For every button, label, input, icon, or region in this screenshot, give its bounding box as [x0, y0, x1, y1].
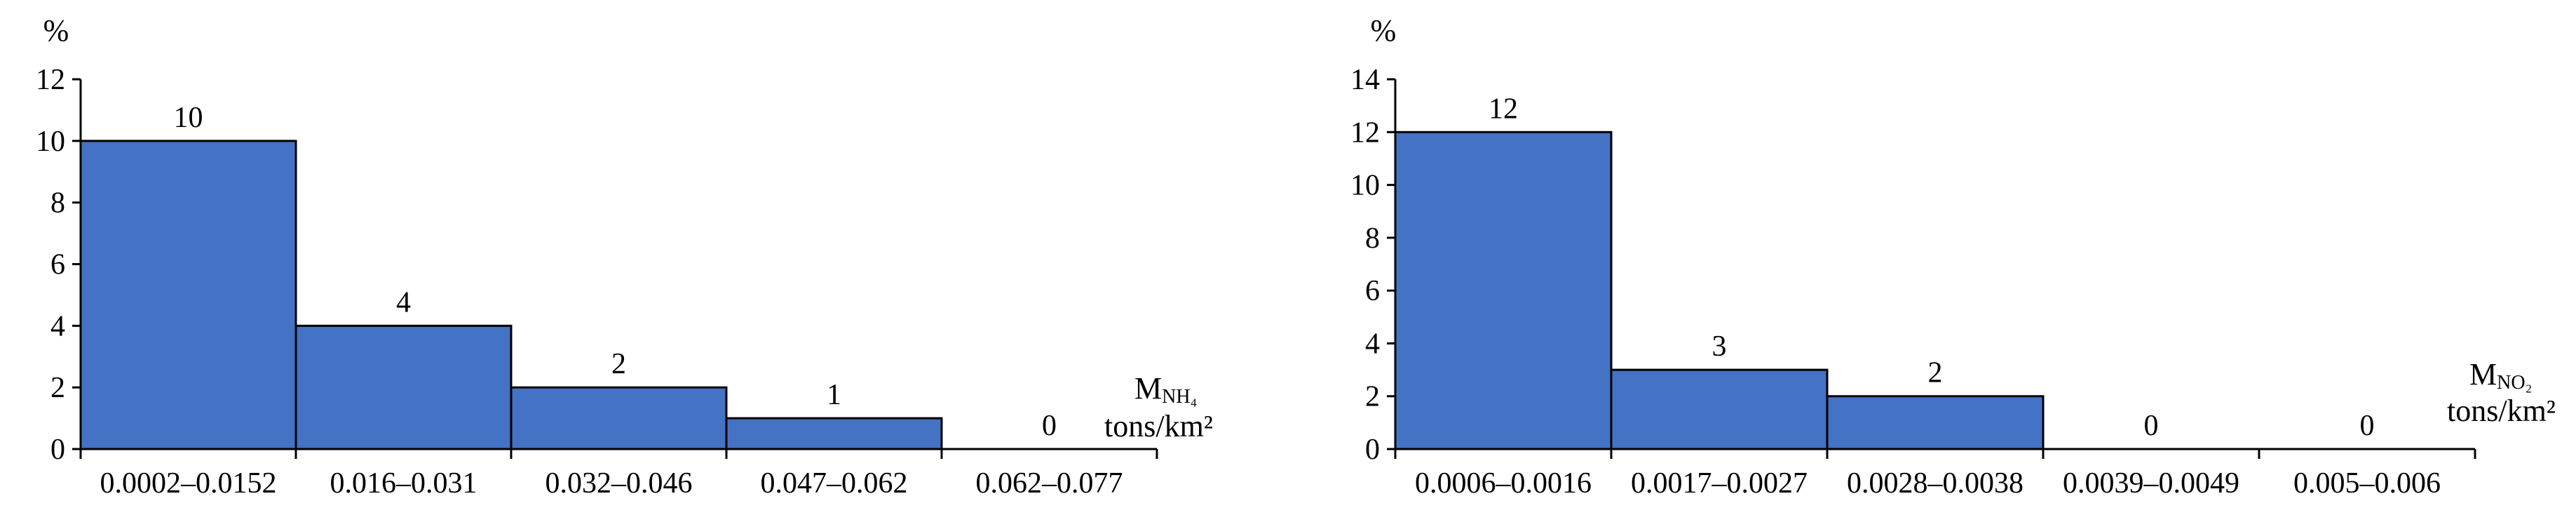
- data-label: 12: [1489, 93, 1518, 125]
- x-axis-label: MNO₂: [2469, 357, 2532, 394]
- x-axis-label-sub: NH₄: [1162, 386, 1197, 408]
- y-tick-label: 4: [50, 310, 65, 342]
- x-category-label: 0.0028–0.0038: [1847, 467, 2023, 500]
- axes: [1394, 79, 2476, 459]
- y-tick-label: 4: [1365, 328, 1380, 360]
- bar: [1826, 395, 2045, 450]
- y-tick-label: 8: [50, 187, 65, 220]
- x-axis-label-sub: NO₂: [2497, 372, 2532, 394]
- x-category-label: 0.016–0.031: [330, 467, 477, 500]
- y-tick-label: 8: [1365, 222, 1380, 255]
- bar: [294, 324, 513, 450]
- y-tick-label: 12: [36, 64, 65, 96]
- x-category-label: 0.032–0.046: [545, 467, 693, 500]
- data-label: 3: [1712, 330, 1727, 363]
- y-tick-label: 12: [1350, 116, 1380, 149]
- x-category-label: 0.062–0.077: [976, 467, 1123, 500]
- bar: [1610, 368, 1829, 450]
- data-label: 0: [2360, 410, 2375, 442]
- bars: [1394, 131, 2045, 450]
- y-tick-label: 14: [1350, 64, 1380, 96]
- data-label: 0: [2144, 410, 2159, 442]
- data-labels: 12 3 2 0 0: [1489, 93, 2375, 442]
- bar: [725, 417, 943, 450]
- x-category-label: 0.0017–0.0027: [1631, 467, 1808, 500]
- bar: [510, 386, 728, 450]
- bars: [79, 140, 943, 450]
- y-tick-label: 10: [1350, 170, 1380, 202]
- data-label: 1: [827, 379, 841, 411]
- x-axis-unit: tons/km²: [1104, 409, 1213, 443]
- data-label: 10: [174, 102, 203, 134]
- y-tick-label: 6: [50, 249, 65, 281]
- x-category-label: 0.047–0.062: [761, 467, 908, 500]
- x-category-label: 0.0002–0.0152: [100, 467, 277, 500]
- chart-no2-histogram: % 0 2 4 6 8 10 12 14 12 3 2 0 0 0.0006–0.0016 0.0017…: [1350, 13, 2556, 500]
- x-axis-label: MNH₄: [1134, 371, 1197, 408]
- category-labels: 0.0006–0.0016 0.0017–0.0027 0.0028–0.0038 0…: [1415, 467, 2441, 500]
- y-axis-label: %: [43, 13, 69, 48]
- y-axis-ticks: 0 2 4 6 8 10 12: [36, 64, 81, 466]
- data-label: 0: [1042, 410, 1057, 442]
- y-axis-ticks: 0 2 4 6 8 10 12 14: [1350, 64, 1395, 466]
- category-labels: 0.0002–0.0152 0.016–0.031 0.032–0.046 0.047…: [100, 467, 1123, 500]
- x-axis-label-main: M: [1134, 371, 1162, 406]
- y-tick-label: 0: [50, 434, 65, 466]
- bar: [79, 140, 297, 450]
- y-axis-label: %: [1371, 13, 1397, 48]
- y-tick-label: 2: [50, 372, 65, 404]
- x-category-label: 0.0006–0.0016: [1415, 467, 1592, 500]
- x-category-label: 0.005–0.006: [2293, 467, 2441, 500]
- y-tick-label: 0: [1365, 434, 1380, 466]
- data-label: 4: [396, 286, 411, 319]
- y-tick-label: 10: [36, 126, 65, 158]
- data-label: 2: [1928, 357, 1943, 389]
- y-tick-label: 2: [1365, 381, 1380, 413]
- x-axis-label-main: M: [2469, 357, 2497, 392]
- data-label: 2: [611, 348, 626, 380]
- y-tick-label: 6: [1365, 275, 1380, 307]
- x-category-label: 0.0039–0.0049: [2063, 467, 2239, 500]
- bar: [1394, 131, 1613, 450]
- x-axis-unit: tons/km²: [2447, 394, 2556, 428]
- axes: [79, 79, 1158, 459]
